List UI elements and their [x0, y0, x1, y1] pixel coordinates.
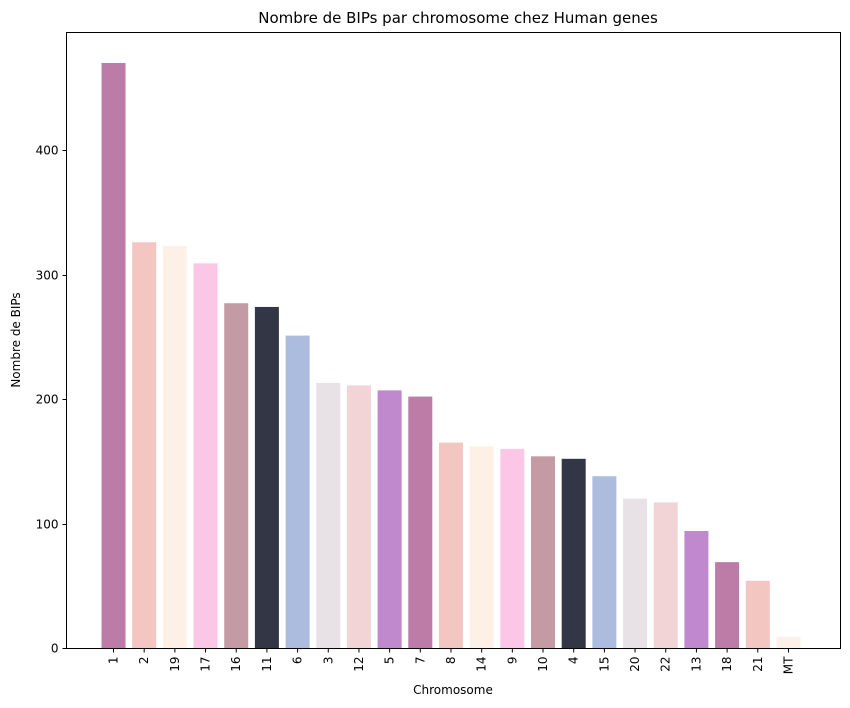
y-axis-label: Nombre de BIPs [9, 292, 23, 387]
x-axis: 1 2 19 17 16 11 6 3 12 5 7 8 14 9 10 4 15 20 22 13 18 21 MT [107, 648, 795, 674]
bar-12 [346, 385, 371, 648]
x-tick-label-12: 12 [352, 657, 366, 672]
bar-8 [438, 442, 463, 648]
bar-1 [101, 62, 126, 649]
y-tick-label-400: 400 [36, 144, 59, 158]
x-tick-label-14: 14 [475, 657, 489, 672]
bar-4 [561, 458, 586, 648]
plot-frame [66, 32, 841, 649]
x-tick-label-19: 19 [168, 657, 182, 672]
bar-11 [254, 306, 279, 648]
bar-17 [193, 263, 218, 648]
x-tick-label-10: 10 [536, 657, 550, 672]
x-tick-label-15: 15 [597, 657, 611, 672]
x-tick-label-9: 9 [505, 657, 519, 665]
x-tick-label-22: 22 [659, 657, 673, 672]
x-tick-label-16: 16 [229, 657, 243, 672]
bar-15 [592, 476, 617, 648]
bar-5 [377, 390, 402, 648]
bar-20 [623, 498, 648, 648]
x-tick-label-21: 21 [751, 657, 765, 672]
x-tick-label-20: 20 [628, 657, 642, 672]
x-tick-label-7: 7 [413, 657, 427, 665]
bar-21 [745, 580, 770, 648]
x-tick-label-13: 13 [689, 657, 703, 672]
bar-10 [531, 456, 556, 648]
x-axis-label: Chromosome [413, 683, 493, 697]
y-tick-label-100: 100 [36, 518, 59, 532]
x-tick-label-4: 4 [567, 657, 581, 665]
x-tick-label-18: 18 [720, 657, 734, 672]
bar-16 [224, 303, 249, 648]
x-tick-label-6: 6 [291, 657, 305, 665]
y-tick-label-0: 0 [51, 642, 59, 656]
y-tick-label-300: 300 [36, 269, 59, 283]
y-tick-label-200: 200 [36, 393, 59, 407]
bar-22 [653, 502, 678, 648]
x-tick-label-8: 8 [444, 657, 458, 665]
bar-19 [162, 245, 187, 648]
x-tick-label-11: 11 [260, 657, 274, 672]
bar-MT [776, 636, 801, 648]
bar-14 [469, 446, 494, 648]
x-tick-label-2: 2 [137, 657, 151, 665]
chart-title: Nombre de BIPs par chromosome chez Human… [258, 9, 658, 27]
bar-9 [500, 448, 525, 648]
y-axis: 0 100 200 300 400 [36, 144, 67, 656]
bar-3 [316, 382, 341, 648]
bar-13 [684, 531, 709, 648]
x-tick-label-17: 17 [199, 657, 213, 672]
bar-2 [132, 242, 157, 649]
bar-18 [715, 562, 740, 648]
x-tick-label-5: 5 [383, 657, 397, 665]
x-tick-label-MT: MT [781, 656, 795, 674]
bar-7 [408, 396, 433, 648]
x-tick-label-1: 1 [107, 657, 121, 665]
bars-group [101, 62, 801, 649]
bar-6 [285, 335, 310, 648]
x-tick-label-3: 3 [321, 657, 335, 665]
